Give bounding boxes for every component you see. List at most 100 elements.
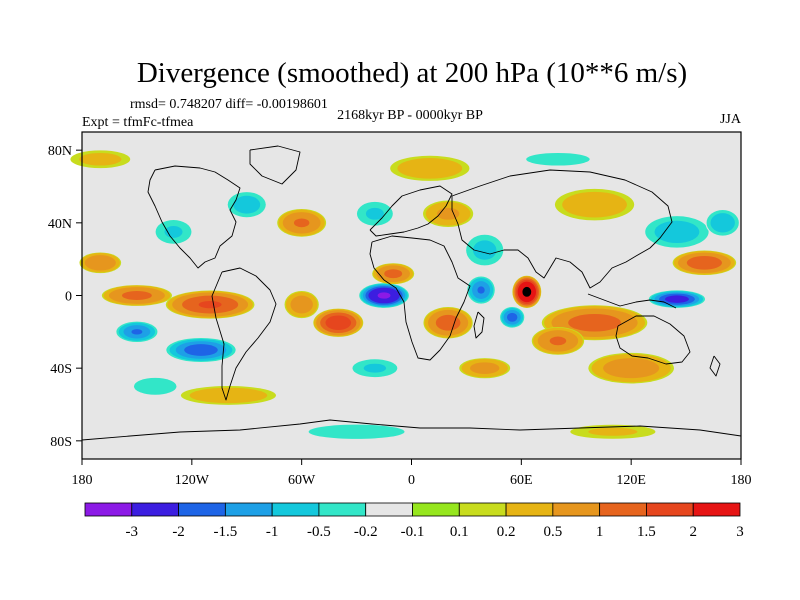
coast-indonesia [587, 293, 677, 309]
anomaly-contour [184, 344, 218, 356]
x-tick-label: 120E [616, 473, 646, 488]
coast-south-america [211, 267, 277, 401]
colorbar-label: 2 [689, 524, 697, 540]
colorbar-label: -1.5 [213, 524, 237, 540]
anomaly-cell-15 [313, 308, 364, 337]
colorbar-swatch [412, 502, 460, 517]
anomaly-cell-18 [423, 307, 473, 339]
colorbar-label: 1.5 [637, 524, 656, 540]
anomaly-cell-5 [672, 250, 737, 276]
anomaly-contour [603, 358, 660, 379]
colorbar-swatch [271, 502, 320, 517]
anomaly-cell-10 [165, 290, 255, 319]
anomaly-cell-28 [459, 358, 511, 379]
anomaly-contour [477, 286, 485, 294]
anomaly-cell-20 [464, 233, 506, 267]
anomaly-cell-33 [70, 150, 131, 169]
colorbar-swatch [458, 502, 507, 517]
y-tick-label: 40S [50, 362, 72, 377]
colorbar-label: -1 [266, 524, 279, 540]
anomaly-cell-22 [226, 191, 268, 219]
anomaly-contour [377, 292, 391, 299]
anomaly-cell-1 [512, 275, 542, 308]
anomaly-cell-0 [358, 282, 410, 309]
anomaly-cell-27 [349, 358, 400, 379]
anomaly-contour [522, 286, 532, 297]
coast-europe [369, 185, 453, 237]
y-tick-label: 0 [65, 290, 72, 305]
anomaly-contour [290, 295, 313, 314]
anomaly-contour [664, 295, 689, 303]
x-tick-label: 180 [72, 473, 93, 488]
colorbar-swatch [365, 502, 413, 517]
anomaly-cell-2 [466, 275, 496, 305]
colorbar-label: -2 [172, 524, 185, 540]
anomaly-contour [710, 213, 735, 233]
anomaly-cell-32 [513, 150, 603, 169]
anomaly-cell-21 [277, 208, 327, 237]
coast-greenland [249, 145, 301, 185]
colorbar-swatch [224, 502, 273, 517]
chart-title: Divergence (smoothed) at 200 hPa (10**6 … [137, 57, 687, 89]
colorbar-swatch [646, 502, 694, 517]
colorbar-label: 1 [596, 524, 604, 540]
axes: 180 120W 60W 0 60E 120E 180 80N 40N 0 40S 80S [48, 144, 752, 488]
anomaly-cell-19 [531, 327, 585, 355]
colorbar-swatch [692, 502, 741, 517]
anomaly-contour [526, 152, 590, 166]
anomaly-contour [308, 424, 405, 439]
anomaly-contour [588, 427, 638, 436]
colorbar-label: -0.2 [354, 524, 378, 540]
colorbar-label: 0.2 [497, 524, 516, 540]
anomaly-contour [365, 207, 384, 220]
colorbar-label: 3 [736, 524, 744, 540]
x-tick-label: 180 [731, 473, 752, 488]
colorbar-swatch [84, 502, 133, 517]
anomaly-cell-16 [284, 290, 319, 319]
x-tick-label: 0 [408, 473, 415, 488]
anomaly-contour [133, 377, 177, 395]
anomaly-contour [233, 195, 261, 214]
anomaly-cell-26 [554, 188, 635, 221]
anomaly-contour [84, 255, 116, 271]
anomaly-contour [470, 362, 500, 374]
anomaly-contour [397, 158, 463, 179]
colorbar-swatch [552, 502, 601, 517]
y-tick-label: 80N [48, 144, 72, 159]
anomaly-cell-30 [130, 376, 180, 397]
colorbar-label: -0.1 [401, 524, 425, 540]
anomaly-cell-7 [705, 209, 740, 237]
anomaly-contour [121, 291, 152, 300]
coast-north-america [147, 165, 241, 269]
anomaly-contour [686, 256, 723, 270]
coast-africa [369, 235, 471, 361]
stats-line: rmsd= 0.748207 diff= -0.00198601 [130, 97, 328, 112]
anomaly-contour [79, 152, 122, 166]
anomaly-contour [506, 312, 518, 322]
colorbar: -3 -2 -1.5 -1 -0.5 -0.2 -0.1 0.1 0.2 0.5 1 1.5 2 3 [84, 502, 744, 540]
coastlines [81, 145, 742, 441]
anomaly-cell-34 [294, 422, 419, 441]
anomaly-contour [198, 300, 222, 309]
anomaly-contour [435, 314, 461, 331]
coast-new-zealand [709, 355, 721, 377]
colorbar-swatch [131, 502, 179, 517]
anomaly-cell-31 [390, 155, 470, 181]
colorbar-swatch [178, 502, 226, 517]
colorbar-swatch [599, 502, 647, 517]
anomaly-contour [363, 363, 387, 373]
anomaly-cell-24 [423, 200, 474, 228]
anomaly-contour [654, 220, 700, 244]
colorbar-label: 0.5 [543, 524, 562, 540]
y-tick-label: 40N [48, 217, 72, 232]
coast-madagascar [473, 311, 485, 339]
anomaly-contour [549, 336, 567, 346]
x-tick-label: 60E [510, 473, 533, 488]
colorbar-swatch [318, 502, 367, 517]
anomaly-field [70, 150, 740, 441]
coast-antarctica [81, 419, 742, 441]
anomaly-cell-23 [153, 218, 194, 246]
colorbar-label: -0.5 [307, 524, 331, 540]
anomaly-contour [131, 329, 143, 335]
